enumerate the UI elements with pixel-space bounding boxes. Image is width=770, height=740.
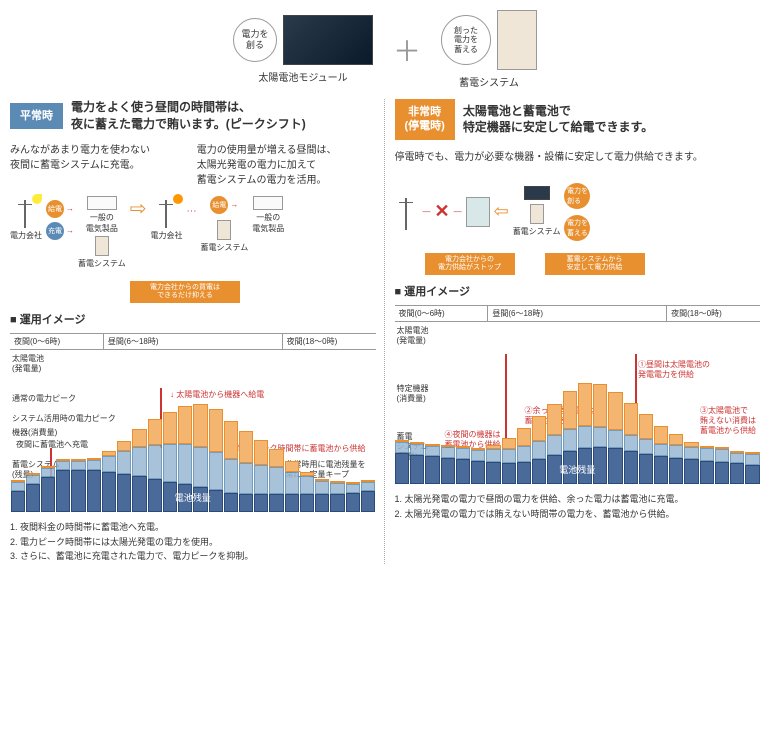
flow-chikuden2: 蓄電システム [201, 242, 249, 253]
flow-pole-r [395, 194, 419, 230]
callout-supply: 蓄電システムから 安定して電力供給 [545, 253, 645, 276]
arrow-right-icon: ⇨ [130, 196, 147, 221]
store-bubble-r: 電力を 蓄える [564, 215, 590, 241]
create-bubble-r: 電力を 創る [564, 183, 590, 209]
top-equipment-row: 電力を 創る 太陽電池モジュール ＋ 創った 電力を 蓄える 蓄電システム [0, 0, 770, 99]
time-seg-r3: 夜間(18〜0時) [666, 306, 760, 321]
time-seg2: 昼間(6〜18時) [103, 334, 282, 349]
left-chart-title: 運用イメージ [10, 311, 376, 327]
right-desc: 停電時でも、電力が必要な機器・設備に安定して電力供給できます。 [395, 150, 761, 165]
right-chart: 太陽電池 (発電量) 特定機器 (消費量) 蓄電 システム (残量) ①昼間は太… [395, 324, 761, 484]
building-icon [466, 197, 490, 227]
small-solar-icon [524, 186, 550, 200]
left-desc1: みんながあまり電力を使わない 夜間に蓄電システムに充電。 [10, 143, 189, 188]
time-seg3: 夜間(18〜0時) [282, 334, 376, 349]
kyuden-icon: 給電 [46, 200, 64, 218]
right-time-axis: 夜間(0〜6時) 昼間(6〜18時) 夜間(18〜0時) [395, 305, 761, 322]
flow-night-products: 一般の 電気製品 蓄電システム [78, 196, 126, 269]
battery-system-icon [497, 10, 537, 70]
flow-day-pole: 電力会社 [151, 196, 183, 241]
normal-badge: 平常時 [10, 103, 63, 129]
solar-panel-icon [283, 15, 373, 65]
small-battery-icon2 [217, 220, 231, 240]
flow-label-company1: 電力会社 [10, 230, 42, 241]
left-time-axis: 夜間(0〜6時) 昼間(6〜18時) 夜間(18〜0時) [10, 333, 376, 350]
flow-label-company2: 電力会社 [151, 230, 183, 241]
batt-label-r: 電池残量 [559, 463, 595, 476]
left-desc-row: みんながあまり電力を使わない 夜間に蓄電システムに充電。 電力の使用量が増える昼… [10, 143, 376, 196]
kyuden-icon2: 給電 [210, 196, 228, 214]
left-header: 平常時 電力をよく使う昼間の時間帯は、 夜に蓄えた電力で賄います。(ピークシフト… [10, 99, 376, 133]
storage-item: 創った 電力を 蓄える 蓄電システム [441, 10, 537, 89]
right-header: 非常時 (停電時) 太陽電池と蓄電池で 特定機器に安定して給電できます。 [395, 99, 761, 140]
flow-ippan1: 一般の 電気製品 [86, 212, 118, 234]
left-notes: 1. 夜間料金の時間帯に蓄電池へ充電。2. 電力ピーク時間帯には太陽光発電の電力… [10, 520, 376, 563]
normal-mode-column: 平常時 電力をよく使う昼間の時間帯は、 夜に蓄えた電力で賄います。(ピークシフト… [10, 99, 385, 564]
right-notes: 1. 太陽光発電の電力で昼間の電力を供給、余った電力は蓄電池に充電。2. 太陽光… [395, 492, 761, 521]
emergency-mode-column: 非常時 (停電時) 太陽電池と蓄電池で 特定機器に安定して給電できます。 停電時… [395, 99, 761, 564]
flow-ippan2: 一般の 電気製品 [252, 212, 284, 234]
small-battery-icon-r [530, 204, 544, 224]
right-chart-title: 運用イメージ [395, 283, 761, 299]
time-seg-r2: 昼間(6〜18時) [487, 306, 666, 321]
right-flow-diagram: — ✕ — ⇦ 蓄電システム 電力を 創る 電力を 蓄える [395, 183, 761, 241]
solar-label: 太陽電池モジュール [258, 69, 347, 84]
flow-chikuden-r: 蓄電システム [513, 226, 561, 237]
create-power-bubble: 電力を 創る [233, 18, 277, 62]
left-flow-diagram: 電力会社 給電→ 充電→ 一般の 電気製品 蓄電システム ⇨ 電力会社 ⋯ 給電… [10, 196, 376, 269]
flow-night-pole: 電力会社 [10, 196, 42, 241]
flow-day-products: 給電→ 蓄電システム [201, 196, 249, 253]
small-battery-icon [95, 236, 109, 256]
plus-icon: ＋ [393, 30, 421, 70]
flow-storage-r: 蓄電システム [513, 186, 561, 237]
store-power-bubble: 創った 電力を 蓄える [441, 15, 491, 65]
storage-label: 蓄電システム [459, 74, 519, 89]
left-title: 電力をよく使う昼間の時間帯は、 夜に蓄えた電力で賄います。(ピークシフト) [71, 99, 306, 133]
main-columns: 平常時 電力をよく使う昼間の時間帯は、 夜に蓄えた電力で賄います。(ピークシフト… [0, 99, 770, 564]
flow-day-appliance: 一般の 電気製品 [252, 196, 284, 234]
batt-label-l: 電池残量 [175, 491, 211, 504]
flow-chikuden1: 蓄電システム [78, 258, 126, 269]
x-mark-icon: ✕ [435, 201, 450, 222]
emergency-badge: 非常時 (停電時) [395, 99, 455, 140]
left-desc2: 電力の使用量が増える昼間は、 太陽光発電の電力に加えて 蓄電システムの電力を活用… [197, 143, 376, 188]
right-title: 太陽電池と蓄電池で 特定機器に安定して給電できます。 [463, 103, 653, 137]
time-seg1: 夜間(0〜6時) [10, 334, 103, 349]
time-seg-r1: 夜間(0〜6時) [395, 306, 488, 321]
juden-icon: 充電 [46, 222, 64, 240]
left-chart: 太陽電池 (発電量) 通常の電力ピーク システム活用時の電力ピーク 機器(消費量… [10, 352, 376, 512]
callout-stop: 電力会社からの 電力供給がストップ [425, 253, 515, 276]
solar-module-item: 電力を 創る 太陽電池モジュール [233, 15, 373, 84]
left-callout: 電力会社からの買電は できるだけ抑える [130, 281, 240, 304]
